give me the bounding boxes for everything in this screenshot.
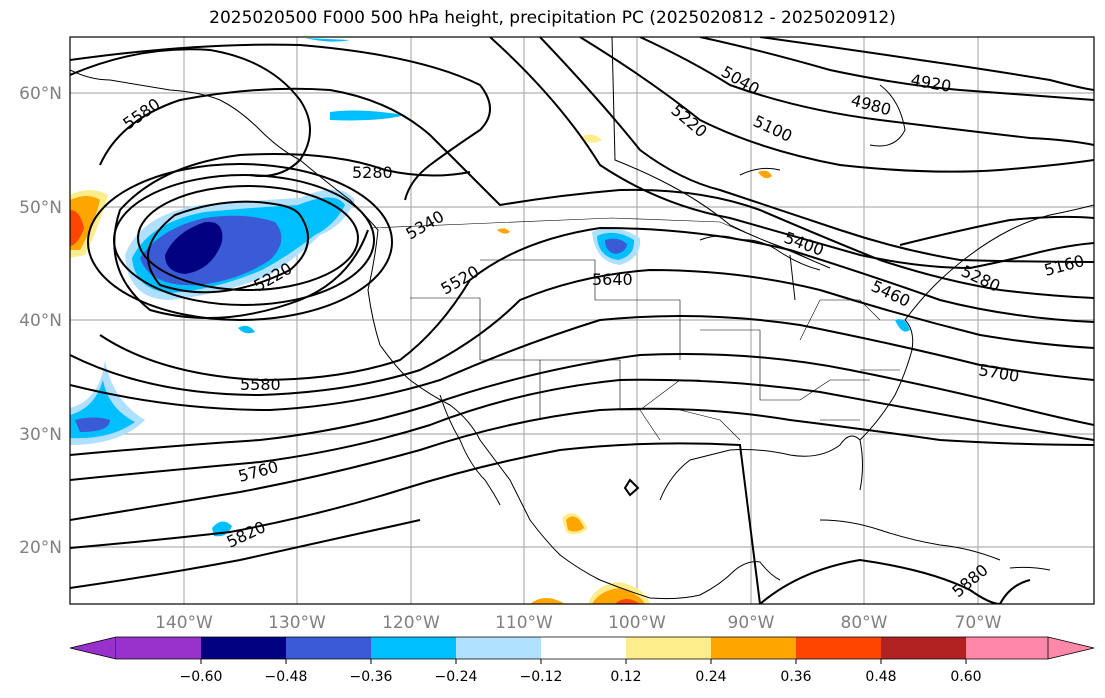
lon-label: 90°W (728, 613, 775, 633)
lat-label: 40°N (19, 311, 62, 331)
colorbar-tick-label: 0.12 (610, 669, 641, 685)
contour-label: 5280 (352, 163, 393, 182)
lon-label: 70°W (955, 613, 1002, 633)
precip-blob-gulf-alaska (330, 110, 405, 121)
lon-label: 110°W (495, 613, 553, 633)
precip-positive-areas (70, 134, 772, 604)
colorbar-bin (201, 637, 286, 659)
colorbar-min-extend (69, 636, 117, 660)
colorbar-tick-label: −0.24 (435, 669, 478, 685)
contour-label: 5580 (240, 375, 281, 394)
colorbar-bin (541, 637, 626, 659)
colorbar-tick-label: −0.60 (180, 669, 223, 685)
height-contours (70, 37, 1094, 604)
graticule (70, 37, 1094, 604)
lat-label: 50°N (19, 198, 62, 218)
colorbar-tick-label: 0.36 (780, 669, 811, 685)
colorbar-tick-label: 0.48 (865, 669, 896, 685)
lon-label: 140°W (155, 613, 213, 633)
map-frame (69, 36, 1095, 605)
colorbar-max-extend (1047, 636, 1095, 660)
colorbar-bin (881, 637, 966, 659)
contour-label: 5640 (592, 270, 633, 289)
colorbar-tick-label: 0.24 (695, 669, 726, 685)
colorbar-tick-label: −0.12 (520, 669, 563, 685)
contour-labels: 5580 5340 5280 5220 5520 5640 5040 5220 … (119, 62, 1086, 601)
colorbar-bin (456, 637, 541, 659)
lon-label: 80°W (841, 613, 888, 633)
latitude-labels: 60°N 50°N 40°N 30°N 20°N (19, 84, 62, 558)
colorbar-bin (796, 637, 881, 659)
colorbar-tick-label: −0.36 (350, 669, 393, 685)
longitude-labels: 140°W 130°W 120°W 110°W 100°W 90°W 80°W … (155, 613, 1002, 633)
precip-negative-areas (70, 38, 910, 537)
map-title: 2025020500 F000 500 hPa height, precipit… (209, 8, 896, 28)
colorbar-tick-label: −0.48 (265, 669, 308, 685)
lat-label: 60°N (19, 84, 62, 104)
colorbar: −0.60 −0.48 −0.36 −0.24 −0.12 0.12 0.24 … (69, 636, 1095, 685)
lat-label: 20°N (19, 538, 62, 558)
colorbar-tick-label: 0.60 (950, 669, 981, 685)
lon-label: 130°W (268, 613, 326, 633)
state-borders (369, 217, 900, 441)
colorbar-bin (626, 637, 711, 659)
lon-label: 100°W (608, 613, 666, 633)
colorbar-bin (966, 637, 1048, 659)
lat-label: 30°N (19, 425, 62, 445)
colorbar-bin (711, 637, 796, 659)
colorbar-bin (116, 637, 201, 659)
lon-label: 120°W (382, 613, 440, 633)
colorbar-bin (371, 637, 456, 659)
colorbar-bin (286, 637, 371, 659)
